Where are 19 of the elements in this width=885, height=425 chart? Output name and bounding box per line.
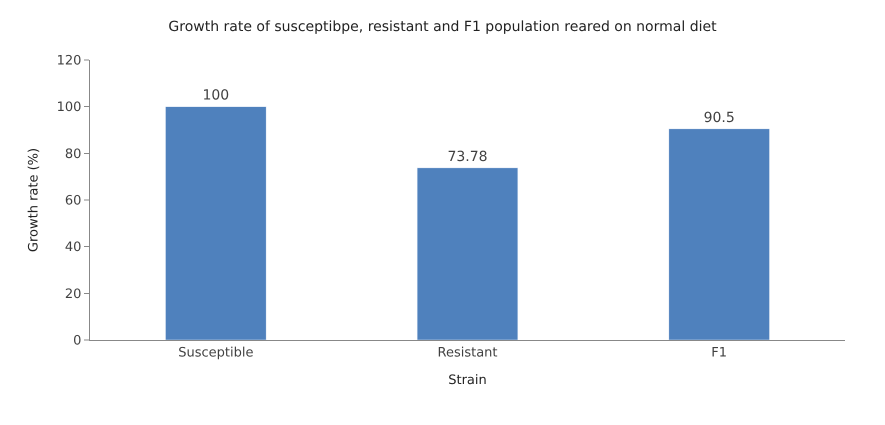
data-label: 73.78 xyxy=(447,148,488,165)
bar xyxy=(668,128,770,340)
y-tick-label: 80 xyxy=(64,146,82,162)
data-label: 90.5 xyxy=(704,110,735,126)
chart-title: Growth rate of susceptibpe, resistant and F1 population reared on normal diet xyxy=(168,19,718,36)
y-axis-title: Growth rate (%) xyxy=(26,148,42,252)
y-tick-label: 20 xyxy=(64,286,82,302)
x-axis-title: Strain xyxy=(448,373,487,388)
x-tick-label: Susceptible xyxy=(178,346,254,361)
y-tick-label: 100 xyxy=(56,100,82,116)
y-tick-label: 40 xyxy=(64,240,82,256)
y-tick-label: 120 xyxy=(56,54,82,69)
y-tick-label: 0 xyxy=(73,334,82,349)
x-tick-label: F1 xyxy=(711,346,728,361)
x-tick-label: Resistant xyxy=(437,346,498,361)
y-tick-label: 60 xyxy=(64,194,82,209)
bar xyxy=(165,106,266,340)
data-label: 100 xyxy=(202,88,230,104)
bar xyxy=(416,168,518,340)
